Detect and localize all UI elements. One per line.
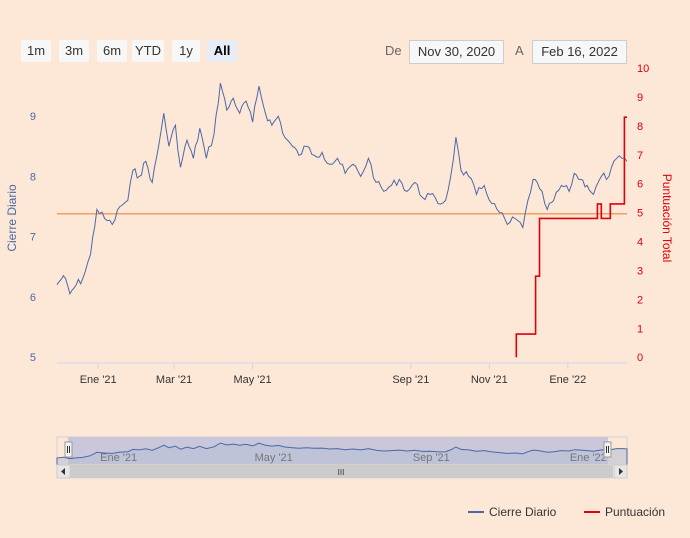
y-left-tick-label: 8 bbox=[30, 171, 36, 183]
y-right-tick-label: 2 bbox=[637, 294, 643, 306]
x-tick-label: Mar '21 bbox=[156, 374, 192, 386]
y-right-tick-label: 0 bbox=[637, 352, 643, 364]
range-button-all[interactable]: All bbox=[207, 40, 237, 62]
navigator-x-label: Sep '21 bbox=[413, 452, 450, 464]
scrollbar-grip-icon: III bbox=[338, 468, 345, 477]
legend-swatch-cierre-icon bbox=[468, 511, 484, 513]
scrollbar-thumb[interactable] bbox=[70, 465, 613, 478]
legend-item-puntuacion[interactable]: Puntuación bbox=[584, 505, 665, 519]
scrollbar-right-arrow-icon bbox=[619, 468, 623, 475]
x-tick-label: May '21 bbox=[233, 374, 271, 386]
range-button-ytd[interactable]: YTD bbox=[132, 40, 164, 62]
legend-swatch-puntuacion-icon bbox=[584, 511, 600, 513]
from-date-label: De bbox=[385, 43, 402, 58]
y-right-tick-label: 7 bbox=[637, 150, 643, 162]
x-tick-label: Ene '21 bbox=[80, 374, 117, 386]
legend-label-puntuacion: Puntuación bbox=[605, 505, 666, 519]
y-left-tick-label: 6 bbox=[30, 292, 36, 304]
navigator-x-label: Ene '22 bbox=[570, 452, 607, 464]
y-left-tick-label: 5 bbox=[30, 352, 36, 364]
navigator-mask[interactable] bbox=[68, 437, 608, 465]
navigator: Ene '21 May '21 Sep '21 Ene '22 bbox=[56, 436, 628, 466]
legend-item-cierre-diario[interactable]: Cierre Diario bbox=[468, 505, 556, 519]
range-button-3m[interactable]: 3m bbox=[59, 40, 89, 62]
y-right-tick-label: 1 bbox=[637, 323, 643, 335]
series-line-puntuacion bbox=[515, 116, 627, 358]
y-right-tick-label: 10 bbox=[637, 63, 649, 75]
y-axis-left-title: Cierre Diario bbox=[5, 184, 19, 252]
navigator-x-label: May '21 bbox=[255, 452, 293, 464]
scrollbar-left-button[interactable] bbox=[56, 464, 71, 479]
navigator-series-line bbox=[56, 442, 628, 466]
scrollbar-right-button[interactable] bbox=[613, 464, 628, 479]
navigator-handle-right[interactable] bbox=[603, 441, 612, 458]
from-date-input[interactable]: Nov 30, 2020 bbox=[409, 40, 504, 64]
to-date-label: A bbox=[515, 43, 524, 58]
y-left-tick-label: 7 bbox=[30, 232, 36, 244]
y-right-tick-label: 5 bbox=[637, 208, 643, 220]
navigator-outline bbox=[56, 436, 628, 466]
x-tick-label: Ene '22 bbox=[549, 374, 586, 386]
x-tick-label: Sep '21 bbox=[392, 374, 429, 386]
range-button-1m[interactable]: 1m bbox=[21, 40, 51, 62]
scrollbar[interactable]: III bbox=[56, 464, 628, 479]
y-right-tick-label: 8 bbox=[637, 121, 643, 133]
legend-label-cierre: Cierre Diario bbox=[489, 505, 557, 519]
y-right-tick-label: 6 bbox=[637, 179, 643, 191]
navigator-x-label: Ene '21 bbox=[100, 452, 137, 464]
y-right-tick-label: 4 bbox=[637, 237, 643, 249]
series-line-cierre-diario bbox=[56, 82, 628, 296]
to-date-input[interactable]: Feb 16, 2022 bbox=[532, 40, 627, 64]
y-right-tick-label: 3 bbox=[637, 265, 643, 277]
navigator-handle-left[interactable] bbox=[64, 441, 73, 458]
x-tick-label: Nov '21 bbox=[471, 374, 508, 386]
y-right-tick-label: 9 bbox=[637, 92, 643, 104]
scrollbar-track[interactable] bbox=[56, 464, 628, 479]
y-left-tick-label: 9 bbox=[30, 111, 36, 123]
y-axis-right-title: Puntuación Total bbox=[660, 174, 674, 263]
scrollbar-left-arrow-icon bbox=[61, 468, 65, 475]
range-button-1y[interactable]: 1y bbox=[172, 40, 200, 62]
range-button-6m[interactable]: 6m bbox=[97, 40, 127, 62]
